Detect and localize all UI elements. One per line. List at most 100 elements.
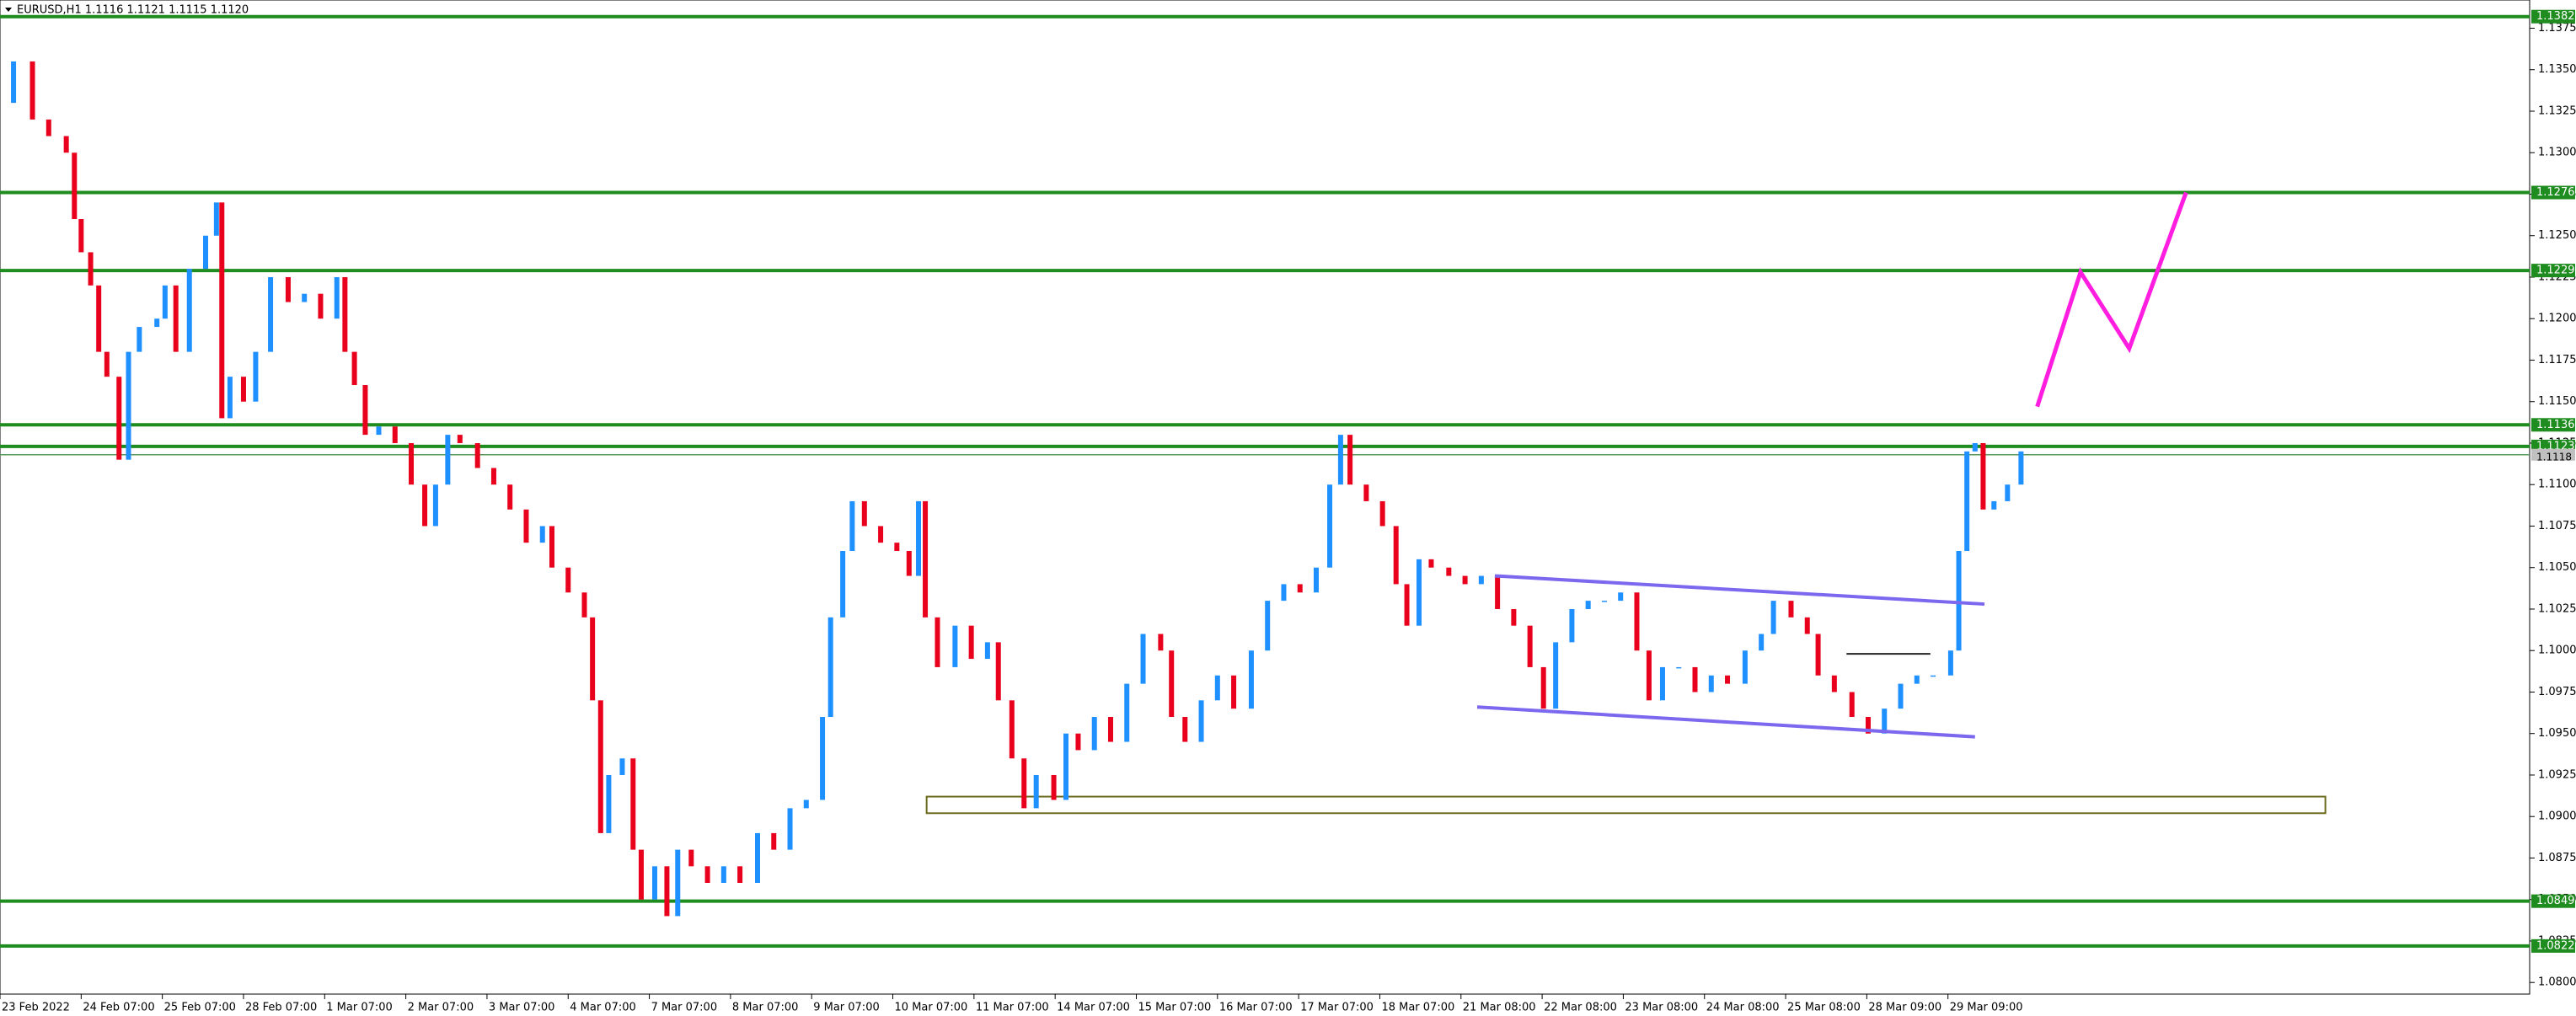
menu-arrow[interactable] (5, 8, 12, 12)
candle (1379, 500, 1385, 527)
candle (422, 484, 428, 527)
candle (916, 500, 922, 576)
candle (46, 119, 51, 136)
y-tick-label: 1.1100 (2538, 479, 2576, 491)
y-tick-label: 1.1050 (2538, 561, 2576, 574)
level-label: 1.1382 (2536, 10, 2575, 23)
candle (445, 435, 451, 485)
candle (342, 276, 348, 352)
candle (638, 849, 644, 900)
x-tick-label: 11 Mar 07:00 (976, 1002, 1049, 1014)
x-tick-label: 9 Mar 07:00 (813, 1002, 880, 1014)
level-label: 1.1136 (2536, 419, 2575, 431)
candle (1770, 601, 1776, 634)
candle (651, 866, 657, 900)
candle (1511, 608, 1517, 626)
candle (1091, 717, 1097, 751)
x-tick-label: 10 Mar 07:00 (895, 1002, 968, 1014)
candle (1585, 601, 1591, 609)
candle (376, 426, 382, 436)
candle (1393, 526, 1399, 585)
y-tick-label: 1.1375 (2538, 22, 2576, 35)
candle (1991, 500, 1997, 510)
x-tick-label: 25 Mar 08:00 (1787, 1002, 1861, 1014)
candle (606, 774, 612, 833)
candle (787, 808, 793, 850)
candle (1708, 675, 1714, 692)
x-tick-label: 25 Feb 07:00 (164, 1002, 236, 1014)
candle (1692, 666, 1698, 692)
candle (1281, 584, 1287, 602)
candle (840, 551, 846, 618)
candle (704, 866, 710, 884)
x-tick-label: 21 Mar 08:00 (1463, 1002, 1536, 1014)
candle (88, 252, 94, 286)
candle (1527, 625, 1533, 667)
candle (1417, 559, 1422, 626)
candle (1634, 592, 1640, 651)
x-tick-label: 15 Mar 07:00 (1138, 1002, 1211, 1014)
candle (861, 500, 867, 527)
candle (1553, 642, 1559, 709)
candle (1742, 650, 1748, 684)
candle (186, 269, 192, 352)
candle (96, 285, 102, 352)
candle (302, 293, 308, 302)
candle (984, 642, 990, 660)
candle (1478, 575, 1484, 585)
candle (849, 500, 855, 552)
candle (1815, 634, 1821, 676)
level-label: 1.0822 (2536, 939, 2575, 952)
candle (590, 617, 596, 701)
candle (240, 377, 246, 402)
candle (213, 202, 219, 236)
channel-line (1494, 574, 1985, 607)
candle (1265, 601, 1271, 651)
candle (1075, 733, 1081, 751)
candle (1169, 650, 1175, 718)
candle (203, 235, 209, 270)
candle (995, 642, 1001, 701)
level-label: 1.0849 (2536, 895, 2575, 907)
level-label-bg (2531, 264, 2575, 278)
candle (173, 285, 179, 352)
candle (1914, 675, 1920, 684)
candle (1327, 484, 1333, 568)
candle (334, 276, 340, 319)
candle (597, 700, 603, 833)
price-label-bg (2531, 448, 2575, 461)
y-tick-label: 1.0800 (2538, 976, 2576, 989)
candle (1404, 584, 1410, 626)
y-tick-label: 1.1200 (2538, 313, 2576, 325)
x-tick-label: 23 Mar 08:00 (1625, 1002, 1698, 1014)
candle (1618, 592, 1624, 602)
candle (523, 509, 529, 543)
level-label: 1.1276 (2536, 186, 2575, 199)
candle (162, 285, 168, 319)
candle (1676, 666, 1682, 669)
candle (432, 484, 438, 527)
x-tick-label: 18 Mar 07:00 (1381, 1002, 1454, 1014)
candle (1646, 650, 1652, 701)
candle (2005, 484, 2011, 501)
candle (1248, 650, 1254, 709)
candle (490, 468, 496, 485)
candle (392, 426, 398, 443)
candle (318, 293, 324, 319)
x-tick-label: 28 Mar 09:00 (1868, 1002, 1941, 1014)
candle (675, 849, 681, 917)
candle (803, 799, 809, 809)
candle (1231, 675, 1237, 709)
y-tick-label: 1.1175 (2538, 354, 2576, 366)
support-zone (925, 795, 2327, 815)
candle (1140, 634, 1146, 684)
candle (72, 152, 78, 220)
x-tick-label: 17 Mar 07:00 (1300, 1002, 1374, 1014)
x-tick-label: 16 Mar 07:00 (1219, 1002, 1293, 1014)
candle (1882, 709, 1888, 734)
x-tick-label: 7 Mar 07:00 (651, 1002, 718, 1014)
candle (78, 219, 84, 253)
candle (1051, 774, 1057, 800)
candle (820, 717, 826, 800)
candle (923, 500, 929, 618)
